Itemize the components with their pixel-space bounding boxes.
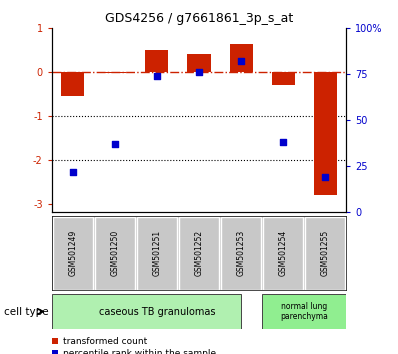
Bar	[230, 44, 253, 72]
Text: GSM501255: GSM501255	[321, 230, 330, 276]
Bar	[271, 72, 295, 85]
Point	[154, 73, 160, 79]
Point	[322, 175, 328, 180]
FancyBboxPatch shape	[305, 217, 345, 290]
Text: GSM501254: GSM501254	[279, 230, 288, 276]
Bar	[103, 72, 127, 73]
Point	[112, 142, 118, 147]
FancyBboxPatch shape	[53, 217, 93, 290]
Point	[238, 59, 244, 64]
Point	[70, 169, 76, 175]
FancyBboxPatch shape	[263, 217, 303, 290]
Text: GSM501249: GSM501249	[68, 230, 77, 276]
Text: GSM501250: GSM501250	[110, 230, 119, 276]
Bar	[145, 50, 168, 72]
FancyBboxPatch shape	[137, 217, 177, 290]
Bar	[314, 72, 337, 195]
Text: GSM501251: GSM501251	[152, 230, 162, 276]
Bar	[187, 54, 211, 72]
FancyBboxPatch shape	[262, 294, 346, 329]
Text: GDS4256 / g7661861_3p_s_at: GDS4256 / g7661861_3p_s_at	[105, 12, 293, 25]
FancyBboxPatch shape	[221, 217, 261, 290]
Bar	[61, 72, 84, 96]
Point	[280, 139, 286, 145]
Text: GSM501253: GSM501253	[236, 230, 246, 276]
Point	[196, 70, 202, 75]
Text: cell type: cell type	[4, 307, 49, 316]
Text: GSM501252: GSM501252	[195, 230, 203, 276]
FancyBboxPatch shape	[95, 217, 135, 290]
Text: normal lung
parenchyma: normal lung parenchyma	[280, 302, 328, 321]
FancyBboxPatch shape	[52, 294, 241, 329]
FancyBboxPatch shape	[179, 217, 219, 290]
Text: caseous TB granulomas: caseous TB granulomas	[99, 307, 215, 316]
Legend: transformed count, percentile rank within the sample: transformed count, percentile rank withi…	[48, 334, 219, 354]
